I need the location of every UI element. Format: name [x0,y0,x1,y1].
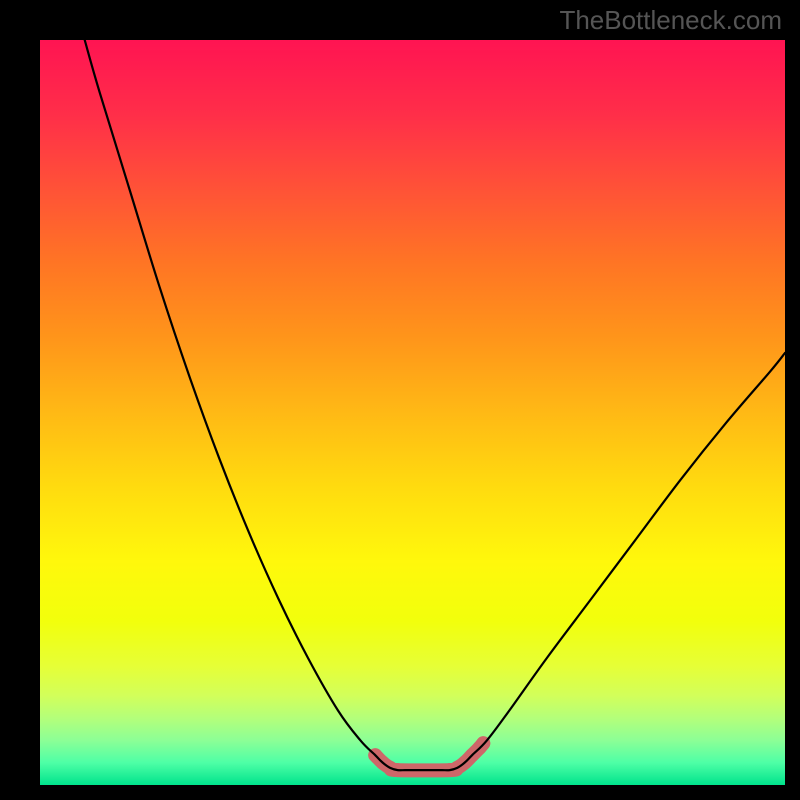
bottleneck-curve [85,40,785,770]
curve-layer [40,40,785,785]
watermark-text: TheBottleneck.com [559,5,782,36]
plot-area [40,40,785,785]
chart-frame: TheBottleneck.com [0,0,800,800]
